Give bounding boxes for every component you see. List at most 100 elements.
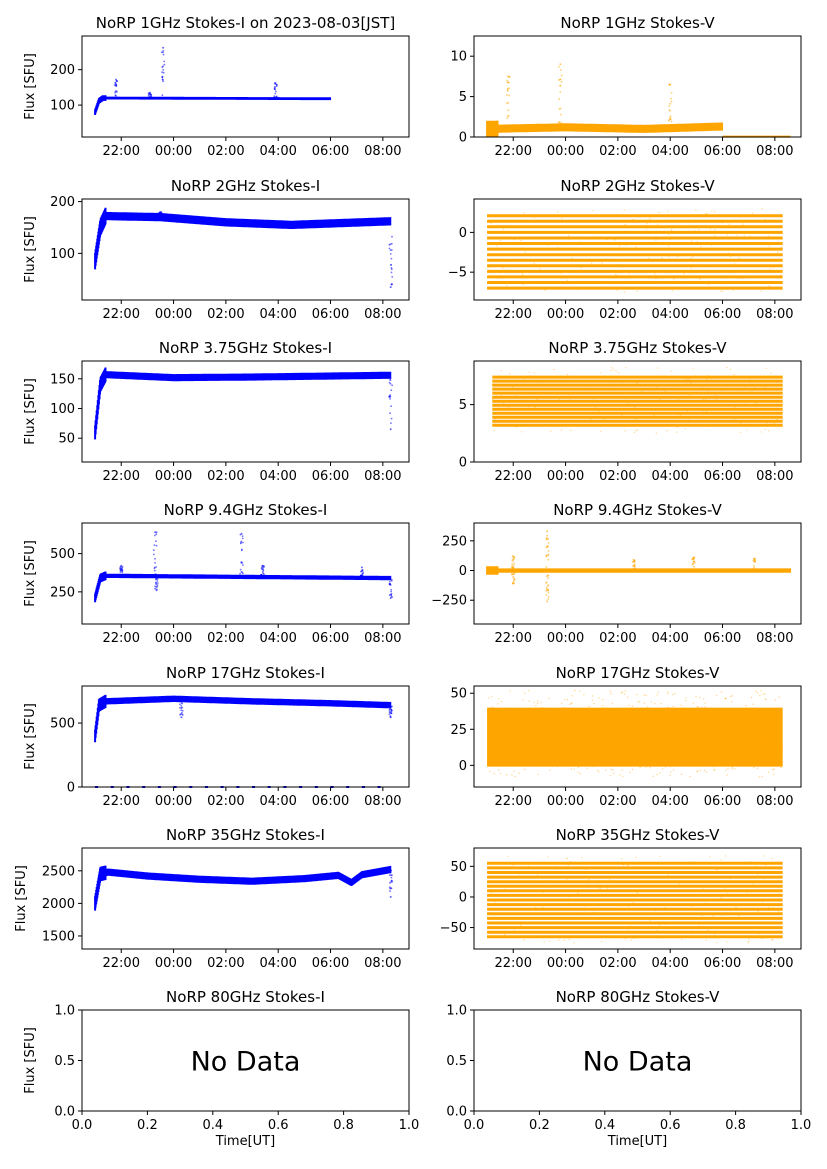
scatter-point xyxy=(598,697,600,699)
scatter-point xyxy=(594,384,596,387)
spike-point xyxy=(155,582,157,584)
scatter-point xyxy=(705,377,707,379)
spike-point xyxy=(669,118,672,120)
scatter-point xyxy=(604,710,606,712)
scatter-point xyxy=(534,906,537,909)
scatter-point xyxy=(754,721,757,723)
scatter-point xyxy=(764,693,766,695)
scatter-point xyxy=(500,243,502,246)
scatter-point xyxy=(532,739,535,742)
spike-point xyxy=(558,108,561,110)
scatter-point xyxy=(571,695,573,697)
scatter-point xyxy=(731,768,733,770)
scatter-point xyxy=(772,907,774,909)
spike-point xyxy=(154,575,157,578)
scatter-point xyxy=(550,430,552,432)
spike-point xyxy=(506,115,509,118)
scatter-point xyxy=(498,698,500,700)
scatter-point xyxy=(767,771,770,774)
scatter-point xyxy=(624,425,627,428)
spike-point xyxy=(155,577,157,579)
scatter-point xyxy=(712,744,715,746)
scatter-point xyxy=(602,698,604,701)
scatter-point xyxy=(729,255,732,258)
spike-point xyxy=(181,706,184,709)
scatter-point xyxy=(596,396,598,399)
scatter-point xyxy=(708,280,710,283)
scatter-point xyxy=(651,740,654,742)
scatter-point xyxy=(604,717,606,719)
scatter-point xyxy=(601,262,603,264)
scatter-point xyxy=(754,386,756,389)
scatter-point xyxy=(636,382,638,384)
scatter-point xyxy=(488,697,490,699)
scatter-point xyxy=(629,742,631,745)
scatter-point xyxy=(748,731,751,733)
scatter-point xyxy=(551,407,554,410)
scatter-point xyxy=(534,406,536,409)
spike-point xyxy=(389,398,391,400)
scatter-point xyxy=(773,768,775,770)
spike-point xyxy=(390,590,392,593)
scatter-point xyxy=(557,211,559,213)
x-tick-label: 00:00 xyxy=(155,631,192,646)
scatter-point xyxy=(726,241,728,244)
scatter-point xyxy=(572,723,575,725)
scatter-point xyxy=(690,732,692,735)
scatter-point xyxy=(757,910,759,913)
spike-point xyxy=(388,713,391,716)
spike-point xyxy=(160,212,163,215)
scatter-point xyxy=(494,916,496,918)
scatter-point xyxy=(611,702,614,705)
scatter-point xyxy=(532,375,534,378)
spike-point xyxy=(388,708,391,711)
spike-point xyxy=(506,87,509,90)
scatter-point xyxy=(706,426,709,428)
scatter-point xyxy=(741,710,743,713)
scatter-point xyxy=(611,376,613,378)
scatter-point xyxy=(511,774,513,776)
scatter-point xyxy=(741,277,744,280)
scatter-point xyxy=(496,723,498,725)
x-axis-label: Time[UT] xyxy=(215,1134,275,1149)
scatter-point xyxy=(669,758,672,760)
scatter-point xyxy=(661,726,664,729)
scatter-point xyxy=(780,246,783,248)
data-marks xyxy=(486,530,792,603)
scatter-point xyxy=(628,704,630,707)
y-tick-label: 0.0 xyxy=(446,1105,467,1120)
spike-point xyxy=(275,85,278,88)
scatter-point xyxy=(588,760,590,763)
scatter-point xyxy=(734,739,736,741)
scatter-point xyxy=(572,756,574,758)
spike-point xyxy=(512,580,515,583)
scatter-point xyxy=(569,728,571,730)
spike-point xyxy=(389,711,392,714)
scatter-point xyxy=(664,390,666,393)
scatter-point xyxy=(716,726,718,728)
panel-title: NoRP 2GHz Stokes-I xyxy=(171,177,320,195)
scatter-point xyxy=(677,255,679,257)
scatter-point xyxy=(690,257,692,259)
scatter-point xyxy=(731,701,733,703)
scatter-point xyxy=(766,738,768,741)
scatter-point xyxy=(575,720,577,723)
scatter-point xyxy=(751,212,754,214)
x-tick-label: 22:00 xyxy=(495,469,532,484)
scatter-point xyxy=(491,706,494,708)
scatter-point xyxy=(496,276,498,279)
scatter-point xyxy=(735,906,737,908)
scatter-point xyxy=(621,383,623,385)
scatter-point xyxy=(648,732,650,735)
spike-point xyxy=(275,84,278,86)
series-ramp xyxy=(94,571,107,603)
y-tick-label: 1500 xyxy=(42,929,75,944)
scatter-point xyxy=(656,773,658,776)
scatter-point xyxy=(727,420,730,422)
scatter-point xyxy=(524,399,526,401)
x-tick-label: 04:00 xyxy=(651,956,688,971)
spike-point xyxy=(115,85,118,88)
scatter-point xyxy=(758,249,760,251)
x-tick-label: 06:00 xyxy=(312,469,349,484)
scatter-point xyxy=(770,744,773,747)
